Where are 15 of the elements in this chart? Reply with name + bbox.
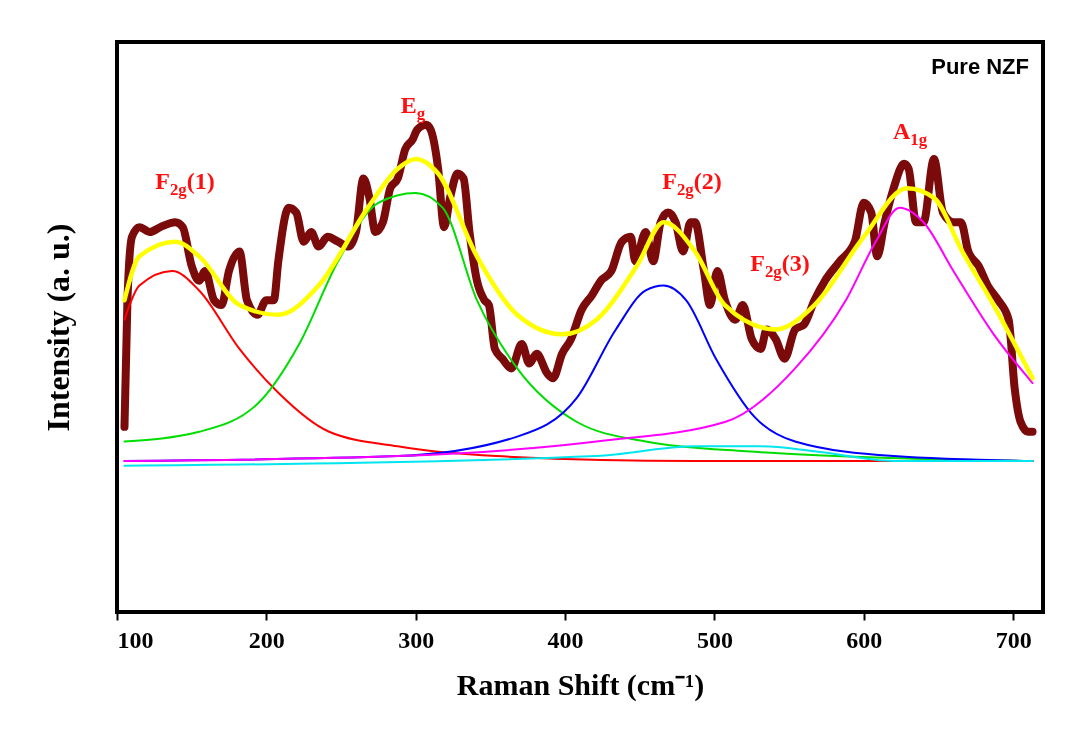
x-tick-label: 600: [846, 626, 883, 653]
x-tick-label: 200: [248, 626, 285, 653]
text: Pure NZF: [931, 54, 1029, 80]
x-tick-label: 100: [117, 626, 154, 653]
x-tick-label: 700: [995, 626, 1032, 653]
annotation: A$_{1g}$: [892, 118, 928, 150]
annotation: F$_{2g}$(3): [750, 250, 810, 282]
x-tick-label: 400: [547, 626, 584, 653]
x-tick-label: 500: [696, 626, 733, 653]
text: E$_{g}$: [400, 92, 426, 124]
x-axis-title: Raman Shift (cm⁻¹): [456, 667, 705, 702]
annotation: F$_{2g}$(2): [662, 168, 722, 200]
y-axis-title: Intensity (a. u.): [39, 223, 76, 432]
x-tick-label: 300: [398, 626, 435, 653]
annotation: F$_{2g}$(1): [155, 168, 215, 200]
